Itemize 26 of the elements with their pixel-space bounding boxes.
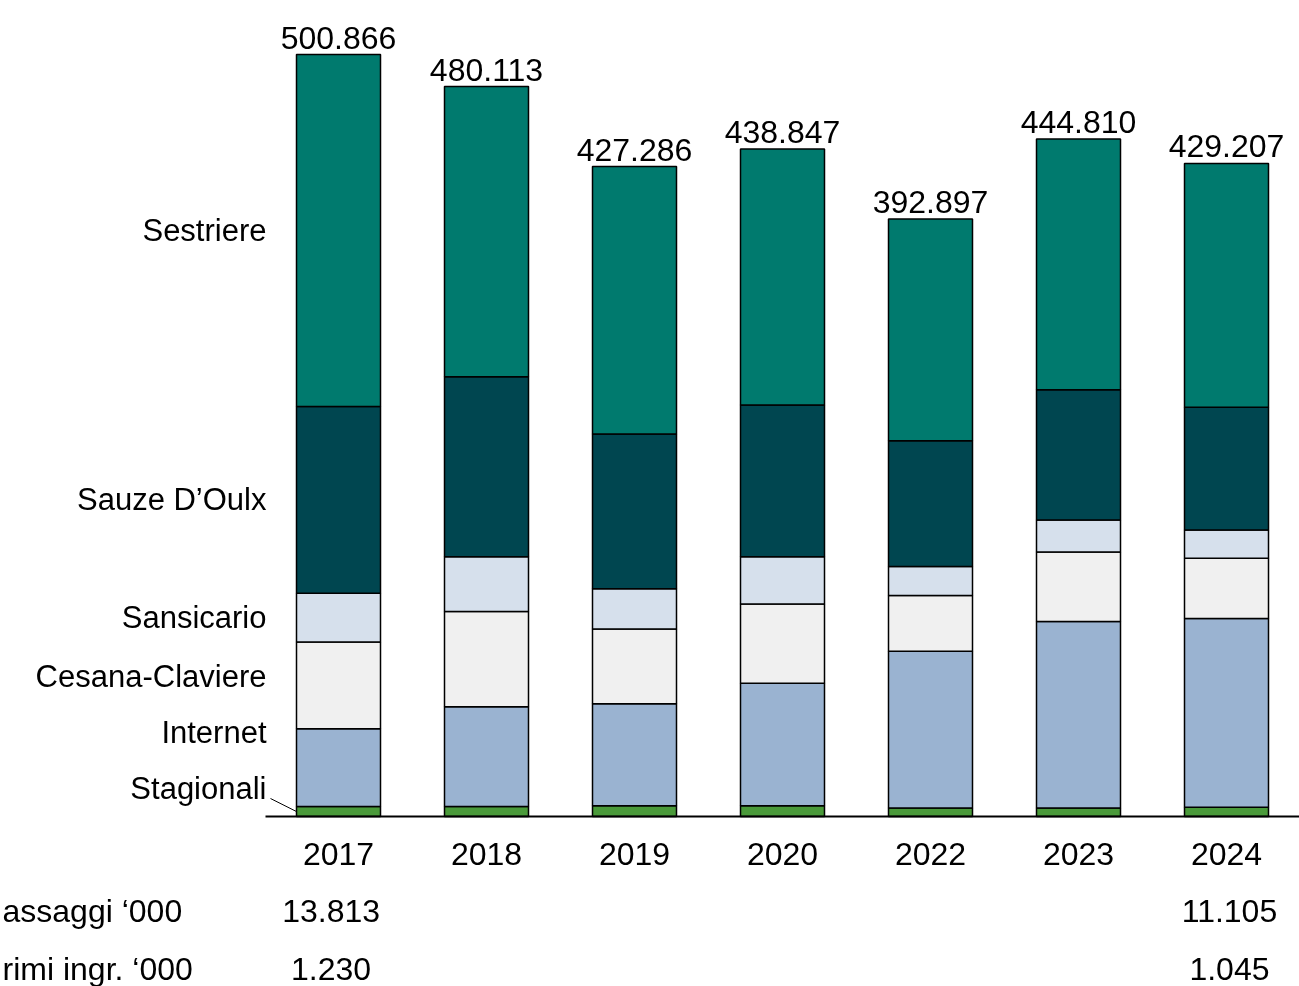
text: 13.813 [282, 892, 381, 929]
x-tick-label: 2017 [302, 835, 375, 872]
text: rimi ingr. ‘000 [2, 950, 193, 986]
x-tick-label: 2020 [746, 835, 819, 872]
series-label: Internet [161, 715, 267, 750]
x-tick-label: 2019 [598, 835, 671, 872]
text: 11.105 [1181, 892, 1278, 929]
annotation: 444.810 [1020, 104, 1137, 141]
x-tick-label: 2023 [1042, 835, 1115, 872]
text: assaggi ‘000 [2, 892, 183, 929]
legend-label: Stagionali [130, 771, 267, 806]
annotation: 438.847 [724, 113, 841, 150]
text: 1.045 [1189, 950, 1270, 986]
x-tick-label: 2022 [894, 835, 967, 872]
x-tick-label: 2018 [450, 835, 523, 872]
series-label: Sansicario [121, 600, 267, 636]
annotation: 392.897 [872, 184, 989, 221]
series-label: Cesana-Claviere [35, 659, 267, 694]
text: 1.230 [291, 950, 372, 986]
series-label: Sestriere [142, 213, 267, 249]
annotation: 480.113 [429, 51, 544, 88]
x-tick-label: 2024 [1190, 835, 1263, 872]
annotation: 500.866 [280, 19, 397, 56]
annotation: 429.207 [1168, 128, 1285, 165]
annotation: 427.286 [576, 131, 693, 168]
series-label: Sauze D’Oulx [76, 482, 267, 518]
